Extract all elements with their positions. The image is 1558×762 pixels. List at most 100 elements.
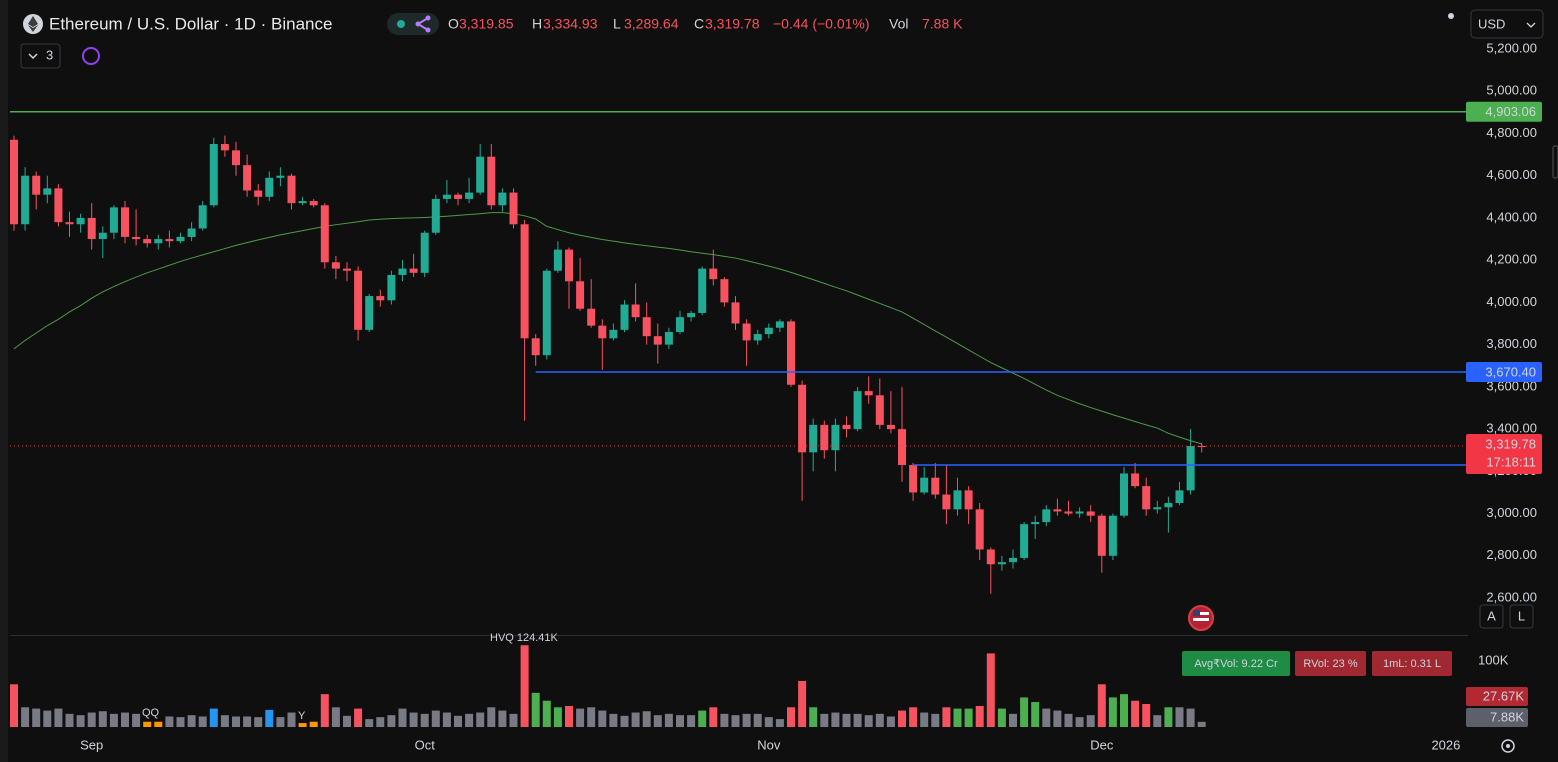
candle-body xyxy=(520,224,529,339)
candle-body xyxy=(109,207,118,233)
candle-body xyxy=(764,327,773,335)
candle-body xyxy=(509,192,518,225)
candle-body xyxy=(209,144,218,206)
ohlc-key: C xyxy=(694,16,704,32)
candle-body xyxy=(975,509,984,550)
candle-body xyxy=(1097,515,1106,556)
volume-bar xyxy=(298,723,307,727)
candle-body xyxy=(653,336,662,345)
volume-bar xyxy=(409,712,418,727)
candle-body xyxy=(997,562,1006,565)
volume-bar xyxy=(531,692,540,727)
candle-body xyxy=(431,198,440,233)
volume-bar xyxy=(32,708,41,727)
volume-scale-label: 27.67K xyxy=(1483,688,1525,703)
candle-body xyxy=(1108,515,1117,556)
candle-body xyxy=(43,188,52,195)
candle-body xyxy=(1020,524,1029,558)
volume-bar xyxy=(165,716,174,727)
auto-scale-button[interactable] xyxy=(1479,604,1504,629)
volume-bar xyxy=(1108,697,1117,727)
volume-bar xyxy=(642,711,651,727)
volume-annotation: HVQ 124.41K xyxy=(490,632,559,644)
volume-bar xyxy=(609,713,618,727)
x-tick-label: Dec xyxy=(1090,737,1114,752)
candle-body xyxy=(1197,446,1206,448)
volume-bar xyxy=(553,707,562,727)
candle-body xyxy=(309,201,318,206)
ohlc-value: 3,319.85 xyxy=(459,16,514,32)
candle-body xyxy=(898,429,906,466)
volume-bar xyxy=(653,715,662,727)
volume-bar xyxy=(798,681,807,727)
volume-bar xyxy=(398,708,407,727)
candle-body xyxy=(631,304,640,318)
y-tick-label: 5,000.00 xyxy=(1486,83,1537,98)
volume-bar xyxy=(509,713,518,727)
candle-body xyxy=(864,391,873,396)
volume-bar xyxy=(442,712,451,727)
volume-key: Vol xyxy=(889,16,908,32)
eth-logo-mark xyxy=(28,16,38,32)
candle-body xyxy=(1064,511,1073,514)
volume-bar xyxy=(376,717,385,727)
dot-icon xyxy=(1448,13,1454,19)
candle-body xyxy=(1186,446,1195,491)
candle-body xyxy=(820,424,829,451)
last-price-badge xyxy=(1466,434,1542,475)
level-badge xyxy=(1466,362,1542,383)
candle-body xyxy=(87,217,96,240)
volume-bar xyxy=(176,717,185,727)
candle-body xyxy=(54,188,63,223)
sync-icon[interactable] xyxy=(82,47,100,65)
left-edge xyxy=(0,0,8,762)
share-icon-dot xyxy=(425,27,431,33)
volume-bar xyxy=(43,710,52,727)
candle-body xyxy=(442,194,451,199)
volume-bar xyxy=(520,645,529,727)
volume-bar xyxy=(187,715,196,727)
candle-body xyxy=(565,249,573,282)
ohlc-key: H xyxy=(532,16,542,32)
volume-scale-badge xyxy=(1466,708,1528,727)
candle-body xyxy=(1042,509,1051,523)
candle-body xyxy=(720,279,729,303)
candle-body xyxy=(687,312,696,318)
candle-body xyxy=(287,175,296,204)
y-tick-label: 4,000.00 xyxy=(1486,294,1537,309)
status-pill[interactable] xyxy=(387,13,439,35)
candle-body xyxy=(953,490,962,510)
flag-stripe xyxy=(1193,612,1209,615)
volume-bar xyxy=(1164,707,1173,727)
volume-bar xyxy=(10,684,18,727)
candle-body xyxy=(775,321,784,328)
candle-body xyxy=(642,317,651,337)
y-tick-label: 4,600.00 xyxy=(1486,167,1537,182)
currency-select[interactable] xyxy=(1470,9,1544,39)
volume-bar xyxy=(920,712,929,727)
indicator-toggle[interactable] xyxy=(20,43,61,69)
volume-tick-label: 100K xyxy=(1478,653,1509,668)
log-scale-button[interactable] xyxy=(1509,604,1534,629)
volume-bar xyxy=(132,713,141,727)
scroll-handle[interactable] xyxy=(1552,145,1558,179)
volume-bar xyxy=(209,708,218,727)
candle-body xyxy=(476,156,485,193)
candle-body xyxy=(1175,490,1184,504)
flag-stripe xyxy=(1193,618,1209,621)
candle-body xyxy=(1053,509,1062,512)
volume-bar xyxy=(1142,704,1151,727)
volume-bar xyxy=(886,716,895,727)
candle-body xyxy=(143,239,152,244)
candle-body xyxy=(165,239,174,242)
market-status-dot xyxy=(397,20,405,28)
volume-bar xyxy=(909,707,918,727)
candle-body xyxy=(121,207,129,237)
volume-bar xyxy=(54,708,63,727)
currency-label: USD xyxy=(1478,16,1505,31)
settings-icon[interactable] xyxy=(1501,739,1515,753)
volume-bar xyxy=(953,708,962,727)
candle-body xyxy=(909,465,918,493)
volume-bar xyxy=(465,713,474,727)
